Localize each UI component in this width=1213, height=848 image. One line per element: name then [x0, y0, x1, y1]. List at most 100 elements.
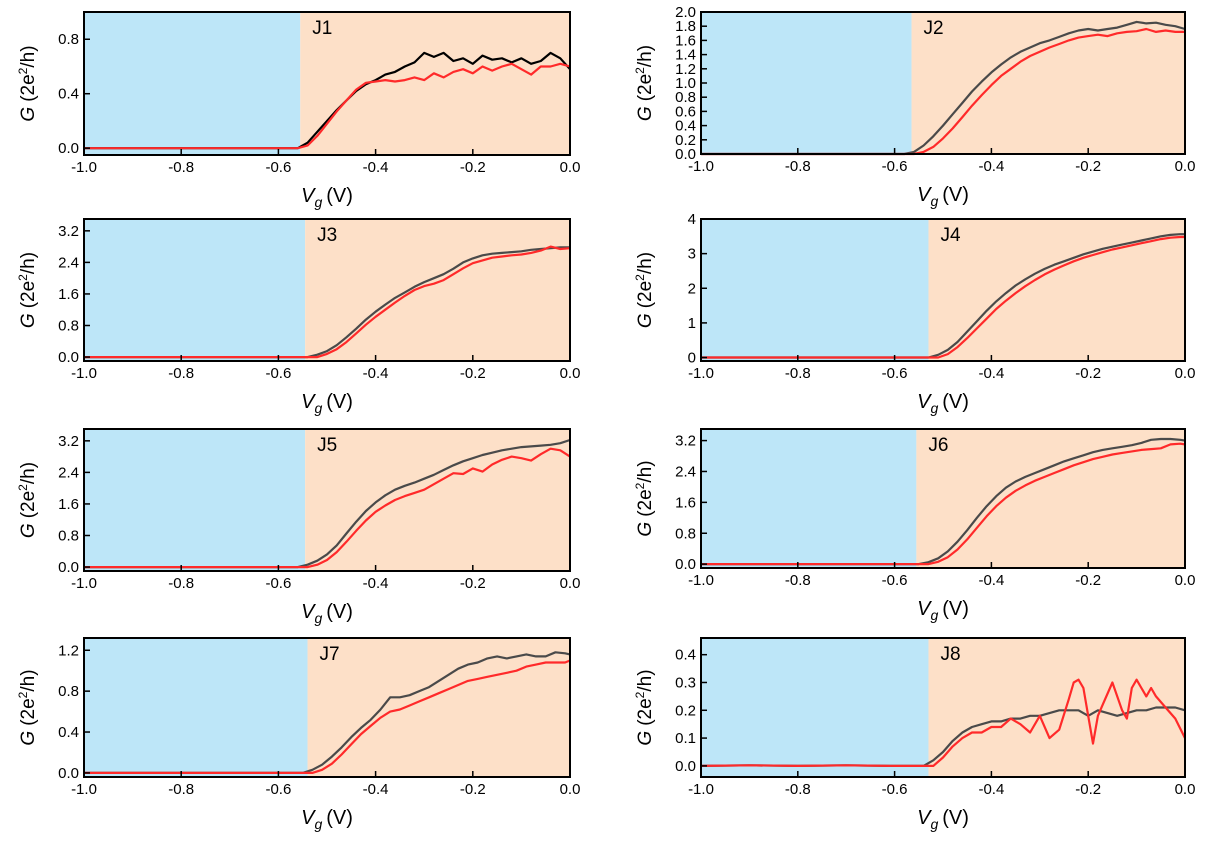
y-axis-unit-tail: /h) [18, 462, 39, 484]
x-tick-label: -0.4 [363, 365, 389, 382]
y-axis-unit: (2e [18, 74, 39, 101]
y-axis-unit: (2e [635, 281, 656, 308]
y-tick-label: 0.8 [58, 31, 79, 48]
conducting-region [307, 638, 570, 777]
panel-j1: -1.0 -0.8 -0.6 -0.4 -0.2 0.0 0.0 0.4 0.8 J1 Vg (V) G… [16, 11, 580, 210]
x-tick-label: -0.8 [168, 159, 194, 176]
y-tick-label: 1 [688, 315, 696, 332]
y-tick-label: 0.0 [675, 556, 696, 573]
x-tick-label: -1.0 [71, 575, 97, 592]
x-tick-label: -1.0 [688, 572, 714, 589]
panel-label: J3 [317, 225, 337, 246]
y-axis-unit: (2e [635, 489, 656, 516]
y-axis-superscript: 2 [633, 67, 647, 74]
series-line-2 [701, 442, 1186, 566]
y-tick-label: 1.2 [58, 642, 79, 659]
conducting-region [305, 429, 570, 571]
y-axis-superscript: 2 [633, 274, 647, 281]
y-tick-label: 0.0 [58, 349, 79, 366]
y-axis-unit: (2e [18, 281, 39, 308]
y-axis-unit-tail: /h) [635, 45, 656, 67]
y-axis-symbol: G [635, 313, 656, 328]
x-axis-unit: (V) [942, 391, 969, 413]
conducting-region [305, 219, 570, 361]
x-tick-label: -1.0 [688, 781, 714, 798]
x-tick-label: -0.2 [460, 781, 486, 798]
plot-frame [83, 11, 571, 156]
x-axis-symbol: V [917, 184, 932, 206]
y-axis-superscript: 2 [633, 691, 647, 698]
x-axis-label: Vg (V) [301, 185, 353, 210]
panel-j7: -1.0 -0.8 -0.6 -0.4 -0.2 0.00.00.40.81.2 J7Vg(… [16, 637, 580, 832]
y-tick-label: 4 [688, 211, 696, 228]
x-axis-symbol: V [917, 807, 932, 829]
x-tick-label: -0.4 [978, 572, 1004, 589]
insulating-region [701, 638, 929, 777]
y-tick-label: 0.8 [675, 525, 696, 542]
x-axis-symbol: V [917, 391, 932, 413]
panel-label: J6 [928, 435, 948, 456]
plot-frame [700, 218, 1186, 362]
plot-frame [83, 218, 571, 362]
x-tick-label: -0.4 [363, 159, 389, 176]
y-axis-symbol: G [635, 106, 656, 121]
y-axis-unit-tail: /h) [18, 45, 39, 67]
x-axis-subscript: g [314, 816, 322, 832]
conducting-region [928, 638, 1185, 777]
x-tick-label: -0.4 [363, 575, 389, 592]
y-tick-label: 2.4 [58, 464, 79, 481]
y-axis-unit-tail: /h) [18, 669, 39, 691]
x-tick-label: -0.2 [1075, 365, 1101, 382]
x-axis-label: Vg (V) [301, 601, 353, 626]
panel-j8: -1.0 -0.8 -0.6 -0.4 -0.2 0.0 0.0 0.1 0.2 0.3 0.4 J8… [633, 637, 1196, 832]
y-tick-label: 1.6 [675, 494, 696, 511]
series-line-2 [84, 659, 571, 775]
y-tick-label: 1.8 [675, 18, 696, 35]
plot-frame [700, 428, 1186, 569]
insulating-region [84, 638, 308, 777]
series-line-2 [84, 62, 571, 150]
x-tick-label: -1.0 [71, 781, 97, 798]
series-line-1 [701, 233, 1185, 359]
x-tick-label: -0.2 [460, 159, 486, 176]
x-axis-unit: (V) [326, 601, 353, 623]
x-tick-label: 0.0 [1175, 572, 1196, 589]
panel-label: J2 [924, 18, 944, 39]
x-axis-subscript: g [314, 610, 322, 626]
x-tick-label: -0.6 [882, 572, 908, 589]
insulating-region [701, 12, 912, 154]
y-tick-label: 0.4 [675, 118, 696, 135]
series-line-1 [84, 246, 570, 359]
x-axis-subscript: g [930, 193, 938, 209]
y-tick-label: 0 [688, 350, 696, 367]
x-tick-label: -0.6 [265, 365, 291, 382]
y-axis-unit-tail: /h) [18, 252, 39, 274]
x-tick-label: -0.8 [785, 781, 811, 798]
y-axis-superscript: 2 [16, 67, 30, 74]
y-tick-label: 0.0 [58, 140, 79, 157]
y-axis-superscript: 2 [16, 484, 30, 491]
x-tick-label: -0.8 [168, 365, 194, 382]
y-tick-label: 1.6 [58, 286, 79, 303]
x-axis-label: Vg (V) [301, 807, 353, 832]
panel-label: J8 [940, 644, 960, 665]
y-tick-label: 0.1 [675, 730, 696, 747]
x-tick-label: -0.6 [265, 781, 291, 798]
x-tick-label: -1.0 [688, 158, 714, 175]
conducting-region [911, 12, 1185, 154]
x-tick-label: 0.0 [1175, 781, 1196, 798]
y-axis-superscript: 2 [633, 482, 647, 489]
y-axis-label: G (2e2/h) [633, 45, 656, 121]
y-axis-symbol: G [18, 731, 39, 746]
x-tick-label: 0.0 [560, 575, 581, 592]
y-axis-label: G (2e2/h) [633, 669, 656, 745]
y-tick-label: 2.4 [675, 463, 696, 480]
y-tick-label: 3 [688, 246, 696, 263]
x-axis-label: Vg (V) [917, 391, 969, 416]
x-tick-label: -0.6 [882, 781, 908, 798]
y-axis-symbol: G [18, 107, 39, 122]
panel-label: J4 [940, 225, 961, 246]
x-tick-label: 0.0 [1175, 365, 1196, 382]
y-tick-label: 3.2 [675, 433, 696, 450]
